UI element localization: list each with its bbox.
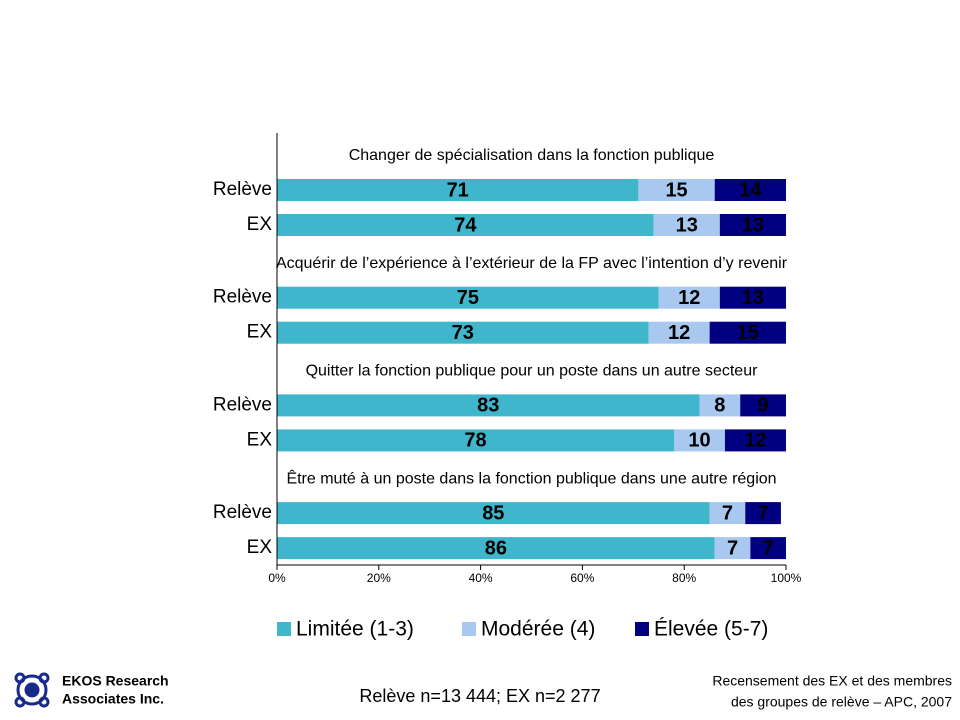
value-label: 8 [714,395,725,417]
bar-segment [277,179,639,201]
group-title: Changer de spécialisation dans la foncti… [349,147,715,164]
y-tick-label: Relève [213,502,272,523]
bar-segment [709,502,746,525]
bar-segment [277,537,715,560]
bar-segment [719,214,786,236]
group-title: Être muté à un poste dans la fonction pu… [286,468,776,487]
bar-segment [740,394,786,417]
bar-segment [699,394,741,417]
value-label: 85 [482,502,504,524]
x-tick-label: 100% [771,571,802,585]
value-label: 83 [477,395,499,417]
value-label: 12 [668,322,690,344]
x-tick-label: 80% [672,571,696,585]
value-label: 71 [447,179,469,201]
bar-segment [674,429,725,452]
value-label: 78 [464,430,486,452]
value-label: 13 [742,287,764,309]
y-tick-label: EX [247,214,273,235]
bar-segment [719,286,786,309]
y-tick-label: EX [247,429,273,450]
x-tick-label: 20% [367,571,391,585]
legend-swatch [277,622,291,636]
logo-text: EKOS Research [62,673,169,689]
value-label: 12 [744,430,766,452]
value-label: 7 [758,502,769,524]
value-label: 73 [452,322,474,344]
x-tick-label: 0% [268,571,286,585]
value-label: 10 [688,430,710,452]
legend-label: Élevée (5-7) [654,618,768,641]
bar-segment [750,537,786,560]
value-label: 9 [758,395,769,417]
bar-segment [709,321,786,344]
bar-segment [277,321,649,344]
y-tick-label: EX [247,537,273,558]
x-tick-label: 60% [570,571,594,585]
value-label: 14 [739,179,762,201]
bar-segment [277,394,700,417]
value-label: 13 [742,214,764,236]
value-label: 13 [676,214,698,236]
bar-segment [714,537,751,560]
legend-label: Modérée (4) [481,618,595,641]
value-label: 86 [485,537,507,559]
legend-swatch [635,622,649,636]
bar-segment [653,214,720,236]
y-tick-label: Relève [213,287,272,308]
bar-segment [648,321,710,344]
value-label: 7 [722,502,733,524]
value-label: 7 [763,537,774,559]
value-label: 15 [737,322,759,344]
bar-segment [277,214,654,236]
bar-segment [277,429,675,452]
bar-segment [277,286,659,309]
value-label: 7 [727,537,738,559]
legend-label: Limitée (1-3) [296,618,414,641]
bar-segment [658,286,720,309]
value-label: 15 [665,179,687,201]
y-tick-label: Relève [213,179,272,200]
y-tick-label: Relève [213,394,272,415]
bar-segment [638,179,715,201]
bar-segment [724,429,786,452]
logo-text: Associates Inc. [62,691,164,707]
sample-note: Relève n=13 444; EX n=2 277 [359,686,600,706]
logo [14,672,50,708]
bar-segment [714,179,786,201]
group-title: Acquérir de l’expérience à l’extérieur d… [276,255,788,272]
value-label: 75 [457,287,479,309]
bar-segment [277,502,710,525]
value-label: 12 [678,287,700,309]
source: des groupes de relève – APC, 2007 [731,694,952,710]
group-title: Quitter la fonction publique pour un pos… [306,363,759,380]
value-label: 74 [454,214,477,236]
source: Recensement des EX et des membres [712,673,952,689]
y-tick-label: EX [247,322,273,343]
x-tick-label: 40% [469,571,493,585]
bar-segment [745,502,781,525]
legend-swatch [462,622,476,636]
